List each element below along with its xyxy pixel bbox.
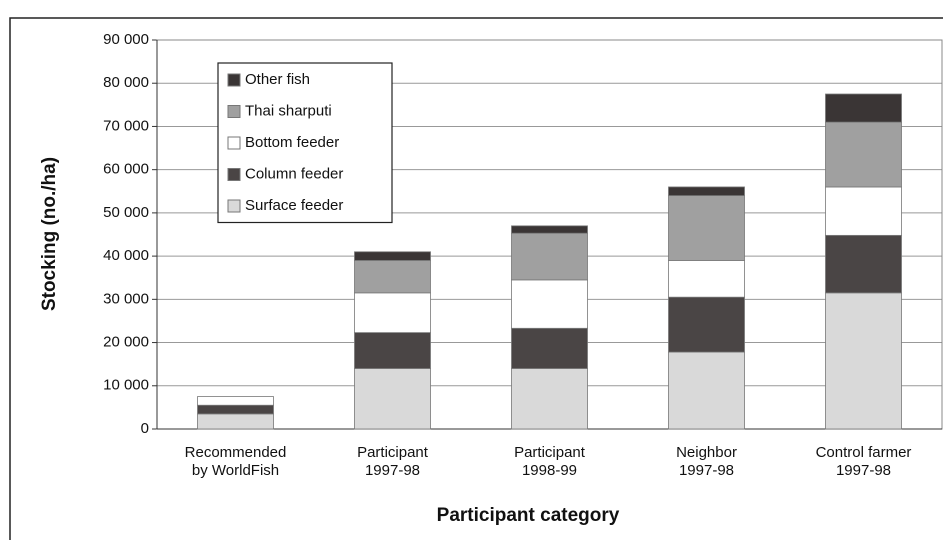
bar-segment	[668, 351, 745, 430]
x-tick-label: 1997-98	[679, 462, 734, 479]
x-tick-label: by WorldFish	[192, 462, 279, 479]
bar-segment	[354, 260, 431, 294]
x-tick-label: 1997-98	[836, 462, 891, 479]
bar-segment	[354, 332, 431, 369]
bar-segment	[511, 232, 588, 281]
bar-segment	[825, 93, 902, 123]
bar-segment	[511, 225, 588, 234]
y-tick-label: 30 000	[103, 290, 149, 307]
bar-segment	[354, 368, 431, 430]
legend-label: Other fish	[245, 71, 310, 88]
x-axis-title: Participant category	[437, 505, 620, 526]
y-tick-label: 90 000	[103, 31, 149, 48]
legend-label: Thai sharputi	[245, 102, 332, 119]
y-tick-label: 50 000	[103, 204, 149, 221]
legend-swatch	[227, 136, 241, 150]
x-tick-label: Control farmer	[816, 444, 912, 461]
legend-swatch	[227, 199, 241, 213]
legend-label: Bottom feeder	[245, 134, 339, 151]
y-tick-label: 80 000	[103, 74, 149, 91]
legend-swatch	[227, 73, 241, 87]
x-tick-label: Participant	[514, 444, 586, 461]
y-tick-label: 40 000	[103, 247, 149, 264]
legend-label: Column feeder	[245, 165, 343, 182]
bar-segment	[668, 186, 745, 196]
bar-segment	[511, 327, 588, 369]
legend-box	[217, 62, 393, 224]
bar-segment	[197, 413, 274, 430]
bar-segment	[354, 292, 431, 334]
x-tick-label: Participant	[357, 444, 429, 461]
bar-segment	[668, 195, 745, 261]
bar-segment	[511, 279, 588, 329]
bar-segment	[197, 396, 274, 406]
y-tick-label: 10 000	[103, 377, 149, 394]
bar-segment	[197, 404, 274, 415]
bar-segment	[825, 121, 902, 188]
x-tick-label: Recommended	[185, 444, 287, 461]
legend-swatch	[227, 168, 241, 181]
y-tick-label: 0	[141, 420, 149, 437]
y-axis-title: Stocking (no./ha)	[39, 157, 60, 311]
legend-label: Surface feeder	[245, 197, 343, 214]
bar-segment	[825, 186, 902, 236]
legend-swatch	[227, 105, 241, 118]
bar-segment	[511, 368, 588, 430]
bar-segment	[825, 234, 902, 294]
y-tick-label: 20 000	[103, 334, 149, 351]
bar-segment	[825, 292, 902, 430]
x-tick-label: 1997-98	[365, 462, 420, 479]
bar-segment	[354, 251, 431, 261]
x-tick-label: Neighbor	[676, 444, 737, 461]
y-tick-label: 60 000	[103, 161, 149, 178]
frame	[9, 17, 943, 540]
bar-segment	[668, 260, 745, 298]
y-tick-label: 70 000	[103, 117, 149, 134]
bar-segment	[668, 296, 745, 353]
x-tick-label: 1998-99	[522, 462, 577, 479]
